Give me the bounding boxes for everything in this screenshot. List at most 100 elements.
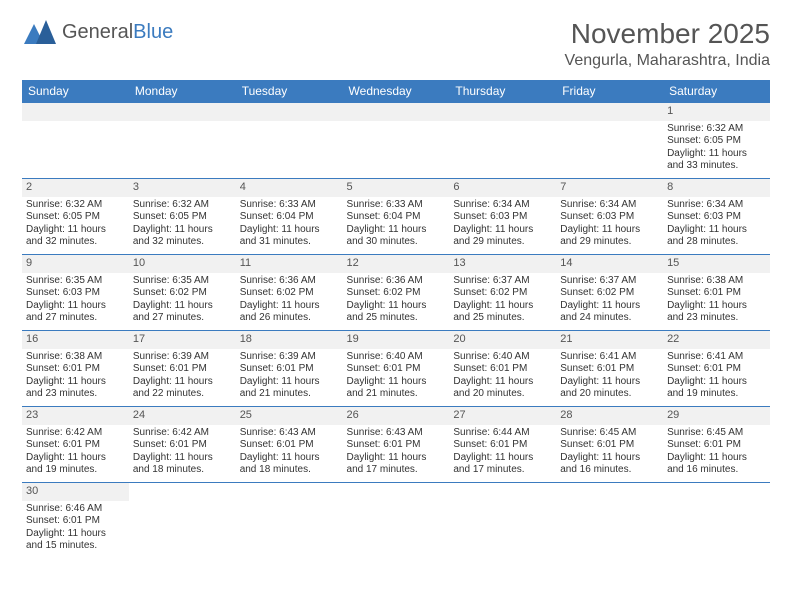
daylight-text: and 22 minutes. (133, 388, 232, 401)
sunrise-text: Sunrise: 6:38 AM (667, 275, 766, 288)
daylight-text: and 17 minutes. (347, 464, 446, 477)
day-info: Sunrise: 6:41 AMSunset: 6:01 PMDaylight:… (560, 351, 659, 401)
day-cell: 21Sunrise: 6:41 AMSunset: 6:01 PMDayligh… (556, 331, 663, 407)
daylight-text: and 19 minutes. (26, 464, 125, 477)
daylight-text: Daylight: 11 hours (667, 224, 766, 237)
day-header: Friday (556, 80, 663, 103)
day-number: 4 (236, 179, 343, 197)
day-cell: 2Sunrise: 6:32 AMSunset: 6:05 PMDaylight… (22, 179, 129, 255)
empty-daynum (129, 103, 236, 121)
day-cell: 10Sunrise: 6:35 AMSunset: 6:02 PMDayligh… (129, 255, 236, 331)
daylight-text: and 29 minutes. (560, 236, 659, 249)
sunrise-text: Sunrise: 6:37 AM (560, 275, 659, 288)
day-number: 26 (343, 407, 450, 425)
day-number: 6 (449, 179, 556, 197)
daylight-text: and 31 minutes. (240, 236, 339, 249)
day-cell: 1Sunrise: 6:32 AMSunset: 6:05 PMDaylight… (663, 103, 770, 179)
week-row: 30 Sunrise: 6:46 AMSunset: 6:01 PMDayligh… (22, 483, 770, 559)
daylight-text: Daylight: 11 hours (133, 376, 232, 389)
daylight-text: and 17 minutes. (453, 464, 552, 477)
sunrise-text: Sunrise: 6:45 AM (667, 427, 766, 440)
day-number: 7 (556, 179, 663, 197)
sunrise-text: Sunrise: 6:33 AM (240, 199, 339, 212)
day-cell (663, 483, 770, 559)
week-row: 9Sunrise: 6:35 AMSunset: 6:03 PMDaylight… (22, 255, 770, 331)
daylight-text: and 28 minutes. (667, 236, 766, 249)
day-info: Sunrise: 6:46 AMSunset: 6:01 PMDaylight:… (26, 503, 125, 553)
day-info: Sunrise: 6:33 AMSunset: 6:04 PMDaylight:… (347, 199, 446, 249)
day-header: Sunday (22, 80, 129, 103)
daylight-text: Daylight: 11 hours (453, 224, 552, 237)
day-info: Sunrise: 6:39 AMSunset: 6:01 PMDaylight:… (133, 351, 232, 401)
daylight-text: Daylight: 11 hours (347, 224, 446, 237)
day-cell: 7Sunrise: 6:34 AMSunset: 6:03 PMDaylight… (556, 179, 663, 255)
daylight-text: and 30 minutes. (347, 236, 446, 249)
daylight-text: Daylight: 11 hours (26, 528, 125, 541)
day-info: Sunrise: 6:38 AMSunset: 6:01 PMDaylight:… (667, 275, 766, 325)
logo-icon (22, 18, 58, 46)
day-number: 30 (22, 483, 129, 501)
day-cell (22, 103, 129, 179)
day-cell (449, 483, 556, 559)
day-number: 3 (129, 179, 236, 197)
day-info: Sunrise: 6:38 AMSunset: 6:01 PMDaylight:… (26, 351, 125, 401)
day-info: Sunrise: 6:42 AMSunset: 6:01 PMDaylight:… (26, 427, 125, 477)
day-cell: 22Sunrise: 6:41 AMSunset: 6:01 PMDayligh… (663, 331, 770, 407)
day-cell: 6 Sunrise: 6:34 AMSunset: 6:03 PMDaylight… (449, 179, 556, 255)
sunset-text: Sunset: 6:01 PM (667, 439, 766, 452)
day-number: 5 (343, 179, 450, 197)
day-cell: 5 Sunrise: 6:33 AMSunset: 6:04 PMDaylight… (343, 179, 450, 255)
daylight-text: and 23 minutes. (667, 312, 766, 325)
day-number: 10 (129, 255, 236, 273)
day-number: 17 (129, 331, 236, 349)
daylight-text: Daylight: 11 hours (347, 452, 446, 465)
day-info: Sunrise: 6:34 AMSunset: 6:03 PMDaylight:… (453, 199, 552, 249)
sunrise-text: Sunrise: 6:35 AM (133, 275, 232, 288)
day-cell: 3Sunrise: 6:32 AMSunset: 6:05 PMDaylight… (129, 179, 236, 255)
day-cell (129, 483, 236, 559)
daylight-text: Daylight: 11 hours (26, 376, 125, 389)
sunrise-text: Sunrise: 6:41 AM (667, 351, 766, 364)
daylight-text: and 25 minutes. (453, 312, 552, 325)
day-cell (343, 483, 450, 559)
daylight-text: and 20 minutes. (560, 388, 659, 401)
day-info: Sunrise: 6:41 AMSunset: 6:01 PMDaylight:… (667, 351, 766, 401)
day-cell: 27Sunrise: 6:44 AMSunset: 6:01 PMDayligh… (449, 407, 556, 483)
sunset-text: Sunset: 6:05 PM (26, 211, 125, 224)
week-row: 16 Sunrise: 6:38 AMSunset: 6:01 PMDayligh… (22, 331, 770, 407)
logo-text: GeneralBlue (62, 21, 173, 44)
day-info: Sunrise: 6:32 AMSunset: 6:05 PMDaylight:… (26, 199, 125, 249)
sunrise-text: Sunrise: 6:36 AM (240, 275, 339, 288)
day-info: Sunrise: 6:39 AMSunset: 6:01 PMDaylight:… (240, 351, 339, 401)
sunset-text: Sunset: 6:04 PM (347, 211, 446, 224)
sunset-text: Sunset: 6:01 PM (26, 515, 125, 528)
day-number: 13 (449, 255, 556, 273)
sunrise-text: Sunrise: 6:40 AM (453, 351, 552, 364)
day-cell: 15Sunrise: 6:38 AMSunset: 6:01 PMDayligh… (663, 255, 770, 331)
day-header: Thursday (449, 80, 556, 103)
day-number: 16 (22, 331, 129, 349)
day-info: Sunrise: 6:43 AMSunset: 6:01 PMDaylight:… (240, 427, 339, 477)
daylight-text: and 18 minutes. (133, 464, 232, 477)
day-cell: 20Sunrise: 6:40 AMSunset: 6:01 PMDayligh… (449, 331, 556, 407)
day-cell: 29Sunrise: 6:45 AMSunset: 6:01 PMDayligh… (663, 407, 770, 483)
sunrise-text: Sunrise: 6:42 AM (133, 427, 232, 440)
day-info: Sunrise: 6:36 AMSunset: 6:02 PMDaylight:… (240, 275, 339, 325)
day-cell (236, 483, 343, 559)
sunset-text: Sunset: 6:02 PM (453, 287, 552, 300)
day-info: Sunrise: 6:37 AMSunset: 6:02 PMDaylight:… (453, 275, 552, 325)
sunrise-text: Sunrise: 6:34 AM (453, 199, 552, 212)
sunset-text: Sunset: 6:02 PM (347, 287, 446, 300)
day-info: Sunrise: 6:45 AMSunset: 6:01 PMDaylight:… (560, 427, 659, 477)
day-info: Sunrise: 6:40 AMSunset: 6:01 PMDaylight:… (453, 351, 552, 401)
sunset-text: Sunset: 6:01 PM (133, 439, 232, 452)
daylight-text: and 16 minutes. (560, 464, 659, 477)
day-cell: 28Sunrise: 6:45 AMSunset: 6:01 PMDayligh… (556, 407, 663, 483)
day-number: 1 (663, 103, 770, 121)
daylight-text: and 27 minutes. (133, 312, 232, 325)
day-number: 27 (449, 407, 556, 425)
day-cell: 17 Sunrise: 6:39 AMSunset: 6:01 PMDayligh… (129, 331, 236, 407)
title-block: November 2025 Vengurla, Maharashtra, Ind… (565, 18, 770, 70)
sunrise-text: Sunrise: 6:45 AM (560, 427, 659, 440)
sunset-text: Sunset: 6:01 PM (560, 363, 659, 376)
